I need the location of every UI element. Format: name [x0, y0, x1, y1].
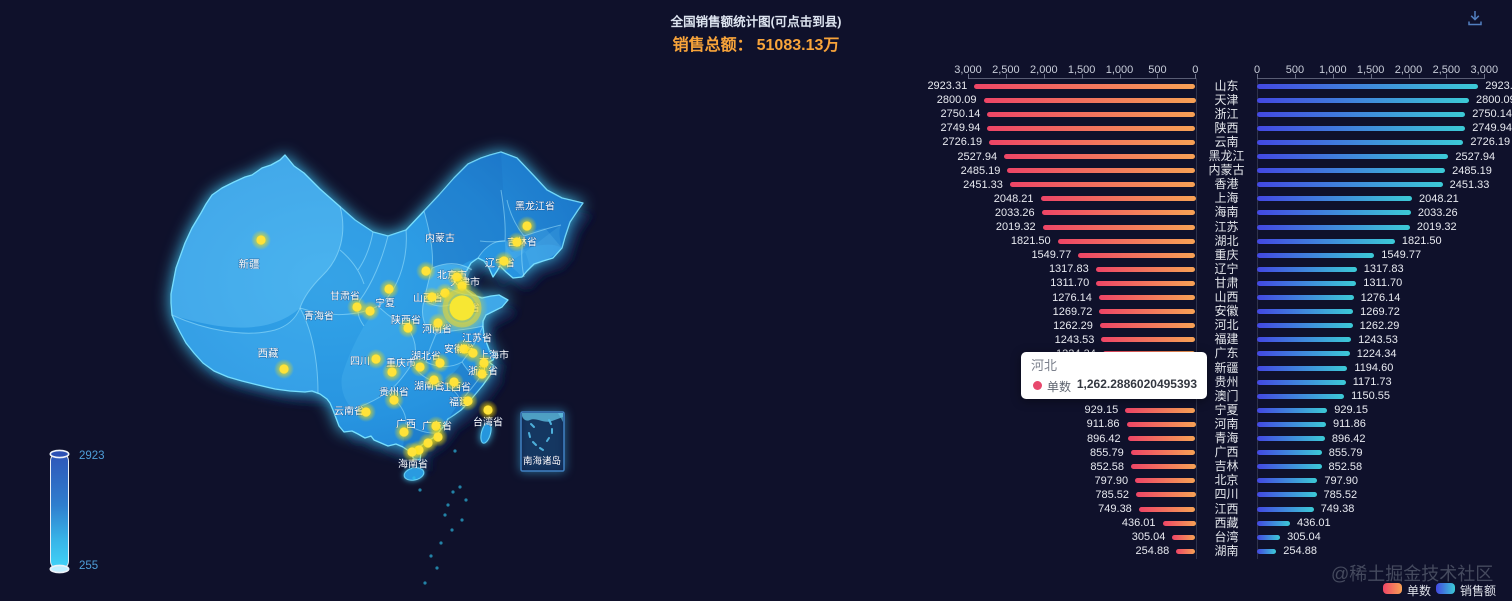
- svg-text:西藏: 西藏: [258, 348, 279, 360]
- svg-text:内蒙古: 内蒙古: [425, 232, 455, 245]
- svg-text:南海诸岛: 南海诸岛: [523, 455, 561, 467]
- svg-text:青海省: 青海省: [304, 310, 334, 323]
- svg-text:黑龙江省: 黑龙江省: [515, 200, 555, 213]
- svg-text:海南省: 海南省: [398, 458, 428, 471]
- svg-text:四川: 四川: [350, 357, 370, 368]
- svg-text:新疆: 新疆: [239, 258, 260, 271]
- svg-text:台湾省: 台湾省: [473, 416, 503, 429]
- svg-text:宁夏: 宁夏: [375, 297, 395, 310]
